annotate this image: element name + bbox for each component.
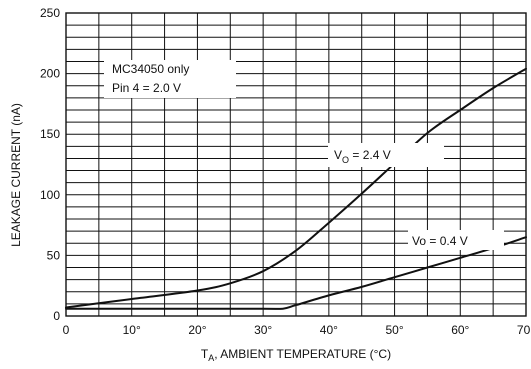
y-tick-label: 150 xyxy=(40,127,60,141)
series-2-label-background xyxy=(408,230,504,250)
x-tick-label: 0 xyxy=(63,323,70,337)
y-tick-label: 100 xyxy=(40,188,60,202)
note-box-background xyxy=(104,60,236,98)
x-axis-title-main: T xyxy=(201,347,209,361)
y-tick-label: 250 xyxy=(40,6,60,20)
series-1-label-sub: O xyxy=(342,155,349,165)
y-axis-title: LEAKAGE CURRENT (nA) xyxy=(9,103,23,247)
x-axis-title-sub: A xyxy=(208,353,214,363)
note-line-1: MC34050 only xyxy=(112,62,189,76)
x-tick-label: 10° xyxy=(123,323,141,337)
plot-frame xyxy=(65,12,527,317)
x-axis-title-rest: , AMBIENT TEMPERATURE (°C) xyxy=(214,347,391,361)
series-1-label: VO = 2.4 V xyxy=(334,148,391,165)
series-1-label-rest: = 2.4 V xyxy=(349,148,391,162)
x-tick-label: 60° xyxy=(451,323,469,337)
x-tick-label: 30° xyxy=(254,323,272,337)
x-tick-label: 50° xyxy=(385,323,403,337)
series-2-line xyxy=(65,236,527,310)
grid-lines xyxy=(66,13,526,316)
series-1-label-main: V xyxy=(334,148,342,162)
x-axis-title: TA, AMBIENT TEMPERATURE (°C) xyxy=(201,347,391,363)
x-tick-label: 40° xyxy=(320,323,338,337)
x-tick-label: 70° xyxy=(517,323,531,337)
y-tick-label: 200 xyxy=(40,67,60,81)
curves xyxy=(65,67,527,310)
tick-labels: 0 10° 20° 30° 40° 50° 60° 70° 0 50 100 150 200 250 xyxy=(40,6,531,337)
y-tick-label: 50 xyxy=(47,248,61,262)
series-1-line xyxy=(65,67,527,309)
note-line-2: Pin 4 = 2.0 V xyxy=(112,81,181,95)
series-2-label: Vo = 0.4 V xyxy=(412,234,468,248)
x-tick-label: 20° xyxy=(188,323,206,337)
series-1-label-background xyxy=(328,143,444,167)
y-tick-label: 0 xyxy=(53,309,60,323)
